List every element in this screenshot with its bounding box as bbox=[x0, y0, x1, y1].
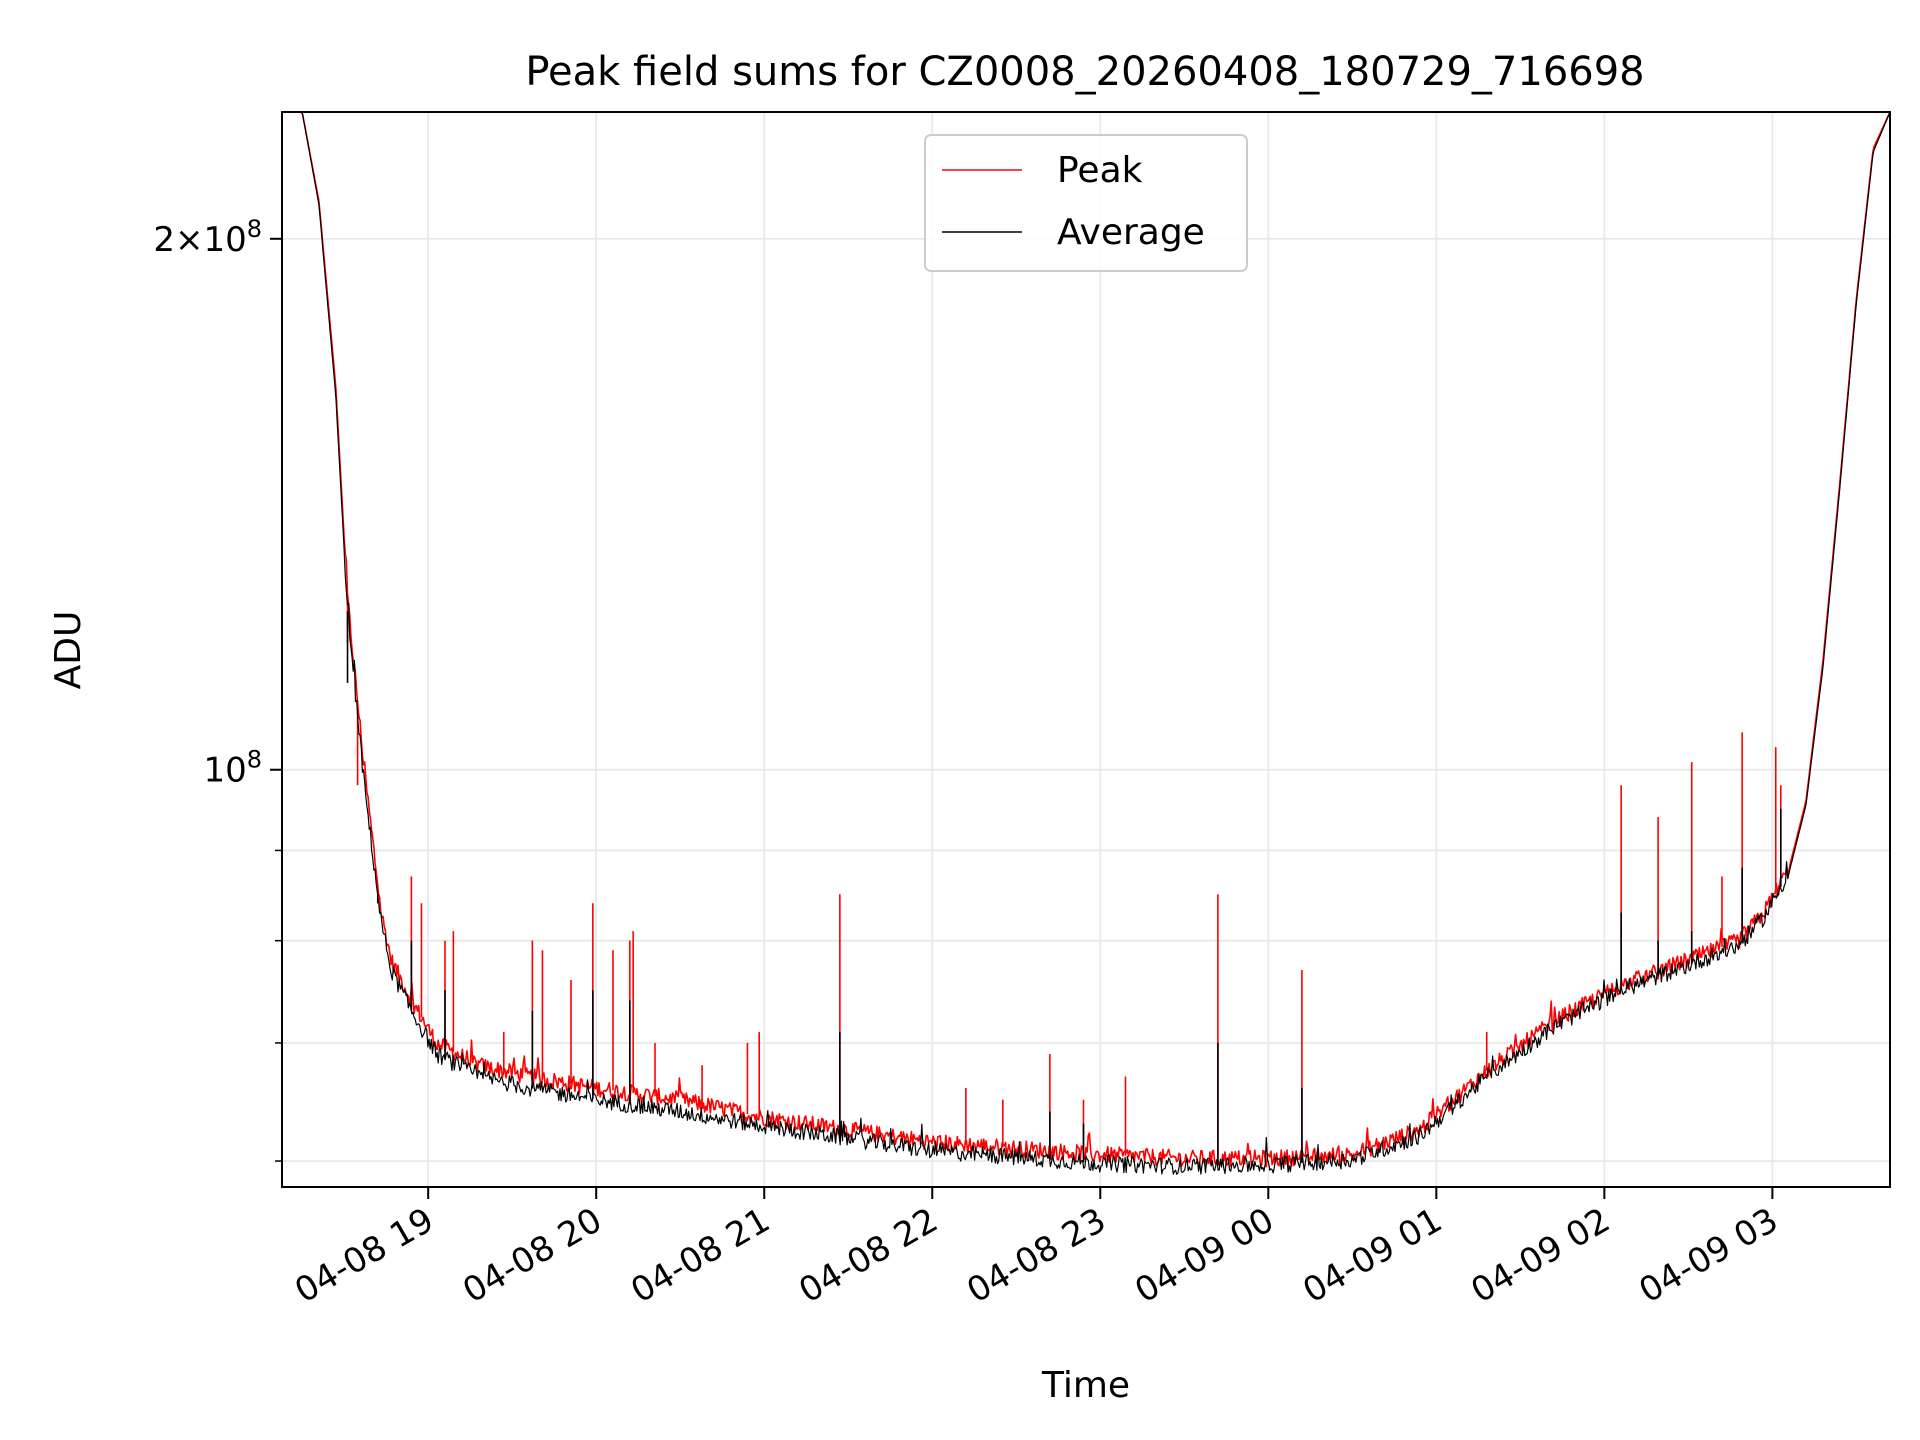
x-axis-label: Time bbox=[1041, 1365, 1130, 1406]
series-line-average bbox=[282, 111, 1891, 1175]
legend-box bbox=[924, 134, 1248, 272]
y-axis-label: ADU bbox=[48, 611, 89, 690]
series-layer bbox=[282, 111, 1891, 1175]
y-axis: 108 2×108 bbox=[153, 215, 282, 1162]
series-line-peak bbox=[282, 111, 1891, 1168]
series-average bbox=[282, 111, 1891, 1175]
legend-label-peak: Peak bbox=[1057, 150, 1143, 191]
y-tick-label: 108 bbox=[203, 746, 262, 791]
legend: Peak Average bbox=[924, 134, 1248, 272]
plot-frame bbox=[281, 111, 1891, 1188]
legend-label-average: Average bbox=[1057, 212, 1205, 253]
y-tick-label: 2×108 bbox=[153, 215, 262, 260]
chart-title: Peak field sums for CZ0008_20260408_1807… bbox=[525, 49, 1644, 95]
